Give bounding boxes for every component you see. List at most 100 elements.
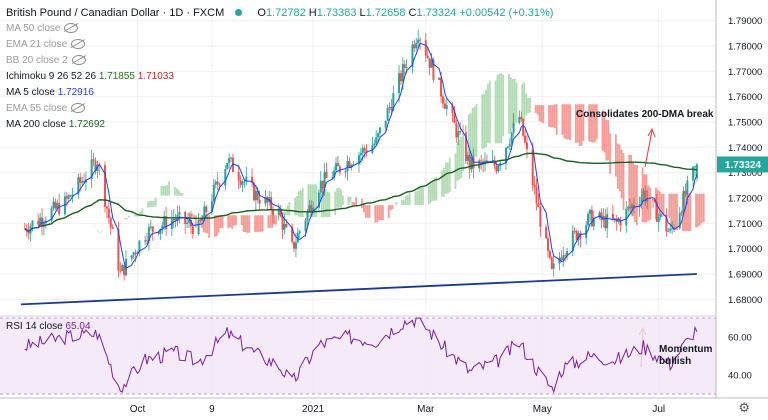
- candle-body: [205, 206, 208, 213]
- indicator-row[interactable]: MA 5 close 1.72916: [6, 85, 553, 101]
- candle-body: [657, 216, 660, 222]
- cloud-segment: [382, 205, 384, 221]
- cloud-segment: [700, 193, 703, 224]
- cloud-segment: [576, 104, 579, 143]
- candle-body: [483, 160, 486, 164]
- hidden-eye-icon[interactable]: [71, 39, 86, 50]
- candle-body: [533, 185, 536, 188]
- candle-body: [277, 208, 280, 216]
- indicator-row[interactable]: Ichimoku 9 26 52 26 1.71855 1.71033: [6, 69, 553, 85]
- candle-body: [52, 201, 55, 209]
- candle-body: [592, 217, 595, 227]
- candle-body: [186, 222, 189, 225]
- cloud-segment: [320, 184, 323, 218]
- y-tick-label: 1.70000: [728, 244, 762, 255]
- indicator-row[interactable]: BB 20 close 2: [6, 53, 553, 69]
- cloud-segment: [227, 215, 230, 229]
- cloud-segment: [420, 187, 423, 206]
- candle-body: [386, 107, 389, 121]
- indicator-value: 1.71033: [135, 71, 174, 82]
- indicator-row[interactable]: MA 50 close: [6, 21, 553, 37]
- cloud-segment: [97, 231, 100, 232]
- candle-body: [123, 265, 126, 276]
- candle-body: [119, 270, 122, 272]
- candle-body: [212, 184, 215, 202]
- last-price-tag: [717, 156, 768, 173]
- cloud-segment: [160, 186, 163, 196]
- market-status-icon: [235, 9, 243, 16]
- candle-body: [522, 119, 525, 136]
- candle-body: [600, 212, 603, 221]
- candle-body: [266, 197, 269, 203]
- candle-body: [79, 177, 82, 183]
- y-tick-label: 1.71000: [728, 219, 762, 230]
- cloud-segment: [469, 113, 472, 162]
- cloud-segment: [445, 162, 447, 194]
- hidden-eye-icon[interactable]: [64, 23, 79, 34]
- candle-body: [598, 212, 601, 218]
- legend: British Pound / Canadian Dollar · 1D · F…: [6, 5, 553, 133]
- cloud-segment: [467, 114, 470, 162]
- trendline[interactable]: [20, 273, 697, 306]
- candle-body: [552, 263, 555, 269]
- cloud-segment: [355, 197, 358, 206]
- cloud-segment: [462, 124, 465, 172]
- candle-body: [92, 159, 95, 161]
- gear-icon[interactable]: ⚙: [738, 400, 750, 415]
- hidden-eye-icon[interactable]: [71, 103, 86, 114]
- cloud-segment: [616, 143, 619, 189]
- cloud-segment: [494, 80, 497, 144]
- candle-body: [659, 214, 662, 217]
- indicator-row[interactable]: EMA 21 close: [6, 37, 553, 53]
- candle-body: [480, 160, 483, 162]
- candle-body: [359, 153, 362, 156]
- hidden-eye-icon[interactable]: [71, 55, 86, 66]
- cloud-segment: [240, 215, 243, 225]
- cloud-segment: [110, 224, 113, 226]
- candle-body: [191, 226, 194, 235]
- cloud-segment: [296, 196, 298, 216]
- candle-body: [357, 155, 360, 165]
- candle-body: [588, 209, 591, 214]
- candle-body: [472, 157, 475, 169]
- candle-body: [378, 127, 381, 134]
- cloud-segment: [536, 105, 539, 115]
- cloud-segment: [177, 189, 180, 196]
- cloud-segment: [635, 164, 638, 225]
- candle-body: [619, 219, 622, 226]
- candle-body: [325, 171, 328, 178]
- indicator-row[interactable]: EMA 55 close: [6, 101, 553, 117]
- symbol-title[interactable]: British Pound / Canadian Dollar · 1D · F…: [6, 7, 225, 19]
- cloud-segment: [618, 144, 621, 192]
- candle-body: [627, 206, 630, 209]
- cloud-segment: [500, 73, 503, 144]
- cloud-segment: [622, 153, 625, 211]
- cloud-segment: [672, 193, 675, 228]
- candle-body: [348, 161, 351, 168]
- cloud-segment: [101, 230, 104, 232]
- candle-body: [134, 252, 137, 254]
- cloud-segment: [569, 104, 571, 141]
- candle-body: [512, 122, 515, 133]
- cloud-segment: [460, 136, 463, 178]
- y-tick-label: 1.72000: [728, 194, 762, 205]
- candle-body: [352, 164, 355, 166]
- candle-body: [254, 190, 257, 201]
- candle-body: [562, 255, 565, 261]
- cloud-segment: [221, 215, 224, 229]
- candle-body: [210, 201, 213, 213]
- cloud-segment: [374, 205, 377, 223]
- ichimoku-cloud: [93, 73, 705, 238]
- indicator-row[interactable]: MA 200 close 1.72692: [6, 117, 553, 133]
- candle-body: [136, 252, 139, 254]
- candle-body: [333, 170, 336, 178]
- candle-body: [535, 187, 538, 204]
- cloud-segment: [403, 199, 405, 206]
- cloud-segment: [271, 215, 274, 228]
- candle-body: [558, 257, 561, 264]
- candle-body: [678, 213, 681, 229]
- cloud-segment: [422, 187, 424, 206]
- cloud-segment: [362, 202, 365, 213]
- cloud-segment: [328, 192, 331, 218]
